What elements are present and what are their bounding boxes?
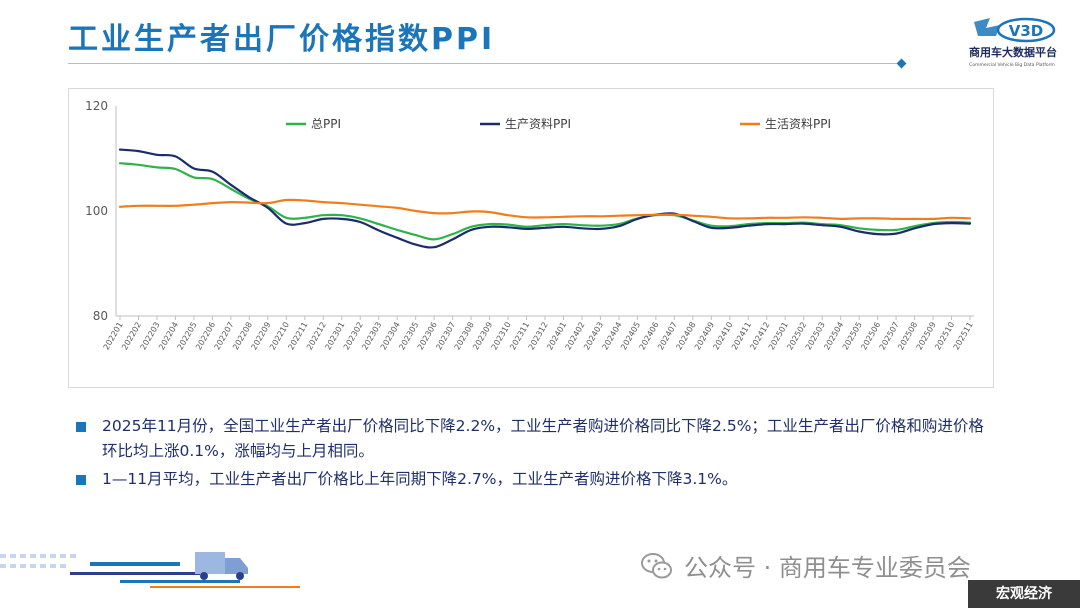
legend-label: 总PPI: [311, 117, 341, 131]
chart-frame: [68, 88, 994, 388]
truck-icon: [0, 552, 300, 608]
legend-label: 生活资料PPI: [765, 117, 831, 131]
category-tag: 宏观经济: [968, 580, 1080, 608]
bullet-list: 2025年11月份，全国工业生产者出厂价格同比下降2.2%，工业生产者购进价格同…: [76, 414, 996, 495]
series-line-2: [118, 148, 972, 249]
logo-subtext: Commercial Vehicle Big Data Platform: [969, 62, 1055, 68]
ppi-line-chart: 8010012020220120220220220320220420220520…: [85, 99, 975, 351]
y-tick-label: 80: [93, 309, 108, 323]
page-title: 工业生产者出厂价格指数PPI: [68, 22, 496, 57]
y-tick-label: 100: [85, 204, 108, 218]
brand-logo: V3D Commercial Vehicle Big Data Platform: [969, 17, 1056, 68]
y-tick-label: 120: [85, 99, 108, 113]
bullet-item: 1—11月平均，工业生产者出厂价格比上年同期下降2.7%，工业生产者购进价格下降…: [76, 467, 996, 492]
legend-label: 生产资料PPI: [505, 117, 571, 131]
logo-mark: V3D: [1009, 22, 1044, 40]
wechat-account: 公众号 · 商用车专业委员会: [640, 548, 971, 583]
bullet-item: 2025年11月份，全国工业生产者出厂价格同比下降2.2%，工业生产者购进价格同…: [76, 414, 996, 464]
wechat-label: 公众号 · 商用车专业委员会: [684, 554, 971, 582]
wechat-icon: [641, 552, 672, 578]
series-line-3: [118, 198, 972, 221]
brand-name: 商用车大数据平台: [969, 46, 1057, 59]
title-divider-marker: [896, 58, 907, 69]
title-divider: [68, 63, 904, 64]
